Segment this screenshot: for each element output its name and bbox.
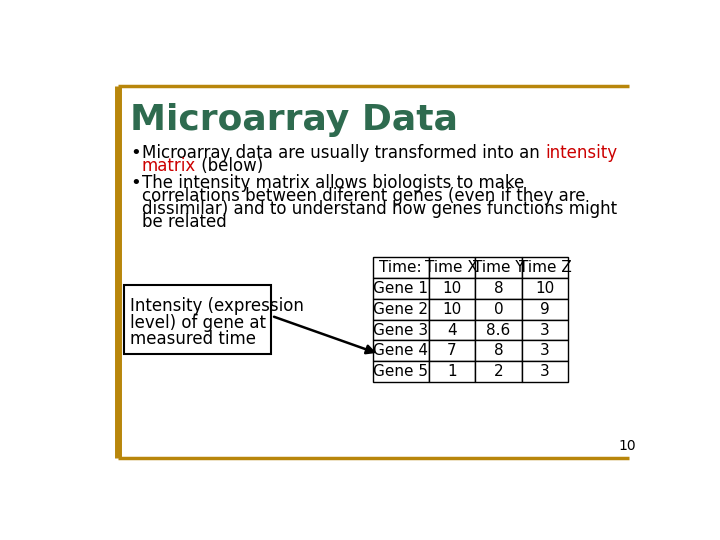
Bar [522,257,568,278]
Bar [428,257,475,278]
Text: 3: 3 [540,364,550,379]
Text: Time:: Time: [379,260,422,275]
Text: Gene 4: Gene 4 [373,343,428,359]
Text: Gene 2: Gene 2 [373,302,428,317]
Bar [475,320,522,340]
Text: Microarray data are usually transformed into an: Microarray data are usually transformed … [142,144,545,162]
Text: 2: 2 [494,364,503,379]
Text: Time X: Time X [426,260,478,275]
Text: Intensity (expression: Intensity (expression [130,296,304,315]
Text: correlations between diferent genes (even if they are: correlations between diferent genes (eve… [142,187,585,205]
Text: 3: 3 [540,343,550,359]
Text: Gene 1: Gene 1 [373,281,428,296]
Text: level) of gene at: level) of gene at [130,314,266,332]
Text: intensity: intensity [545,144,617,162]
Bar [373,278,428,299]
Bar [522,278,568,299]
Text: Gene 5: Gene 5 [373,364,428,379]
Text: The intensity matrix allows biologists to make: The intensity matrix allows biologists t… [142,174,524,192]
Bar [475,257,522,278]
Bar [475,340,522,361]
Text: Microarray Data: Microarray Data [130,103,459,137]
Text: 8: 8 [494,343,503,359]
Bar [428,278,475,299]
Bar [522,299,568,320]
Text: (below): (below) [196,157,264,175]
Text: 9: 9 [540,302,550,317]
Text: 10: 10 [618,439,636,453]
Bar [475,299,522,320]
Bar [475,361,522,382]
Text: 10: 10 [535,281,554,296]
Text: •: • [130,174,141,192]
Bar [373,361,428,382]
Text: Gene 3: Gene 3 [373,322,428,338]
Text: 10: 10 [442,302,462,317]
Bar [373,320,428,340]
Bar [522,320,568,340]
Text: 4: 4 [447,322,456,338]
Bar [428,361,475,382]
Text: Time Z: Time Z [518,260,571,275]
Text: dissimilar) and to understand how genes functions might: dissimilar) and to understand how genes … [142,200,617,218]
Text: 3: 3 [540,322,550,338]
Bar [373,299,428,320]
Bar [428,320,475,340]
Text: 10: 10 [442,281,462,296]
Bar [428,340,475,361]
Bar [522,361,568,382]
Bar [522,340,568,361]
Bar [428,299,475,320]
Text: Time Y: Time Y [472,260,524,275]
Text: •: • [130,144,141,162]
Text: 8.6: 8.6 [486,322,510,338]
Text: measured time: measured time [130,330,256,348]
Text: 8: 8 [494,281,503,296]
Bar [373,257,428,278]
Bar [475,278,522,299]
Text: matrix: matrix [142,157,196,175]
Text: 0: 0 [494,302,503,317]
Text: 1: 1 [447,364,456,379]
Text: be related: be related [142,213,227,232]
Bar [124,285,271,354]
Text: 7: 7 [447,343,456,359]
Bar [373,340,428,361]
